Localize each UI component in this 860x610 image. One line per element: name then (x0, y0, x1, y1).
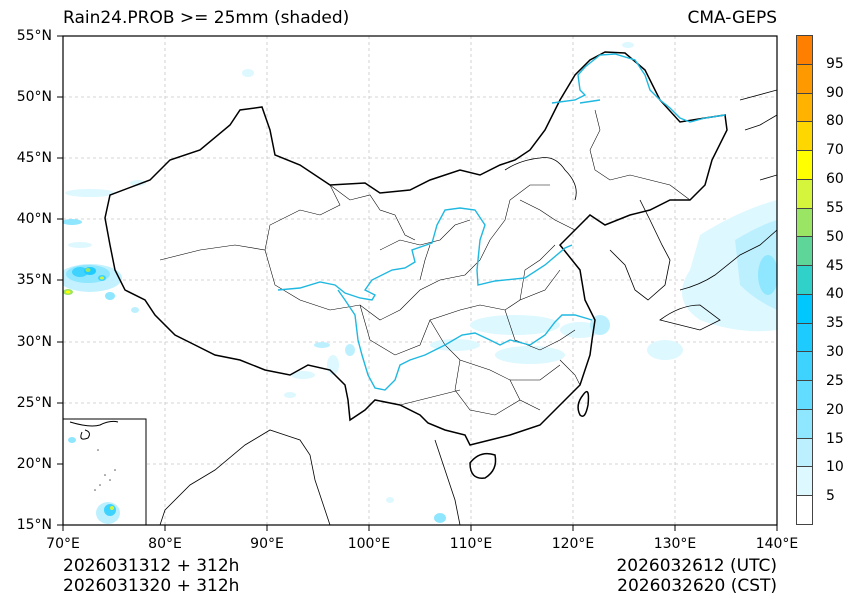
colorbar-bin (797, 36, 812, 65)
valid-time-block: 2026032612 (UTC) 2026032620 (CST) (616, 556, 777, 596)
lon-label-70: 70°E (46, 536, 80, 552)
lon-label-110: 110°E (449, 536, 493, 552)
colorbar-label: 45 (826, 257, 844, 274)
lat-label-20: 20°N (16, 456, 52, 472)
colorbar-bin (797, 64, 812, 94)
colorbar-label: 25 (826, 372, 844, 389)
model-label: CMA-GEPS (687, 8, 777, 28)
lon-label-120: 120°E (551, 536, 595, 552)
colorbar-bin (797, 409, 812, 439)
lat-label-30: 30°N (16, 334, 52, 350)
init-time-block: 2026031312 + 312h 2026031320 + 312h (63, 556, 239, 596)
init-time-cst: 2026031320 + 312h (63, 576, 240, 596)
colorbar-label: 30 (826, 344, 844, 361)
colorbar-label: 35 (826, 315, 844, 332)
colorbar-label: 90 (826, 84, 844, 101)
lon-label-100: 100°E (347, 536, 391, 552)
china-border (104, 51, 728, 479)
precip-probability-shading (63, 42, 777, 523)
south-china-sea-inset (62, 418, 147, 526)
valid-time-utc: 2026032612 (UTC) (616, 556, 777, 576)
colorbar-label: 40 (826, 286, 844, 303)
coastlines (159, 89, 777, 525)
colorbar-bin (797, 381, 812, 410)
colorbar-label: 55 (826, 199, 844, 216)
colorbar (796, 35, 813, 525)
colorbar-label: 15 (826, 430, 844, 447)
lat-label-45: 45°N (16, 150, 52, 166)
lat-label-25: 25°N (16, 395, 52, 411)
lon-label-90: 90°E (250, 536, 284, 552)
colorbar-bin (797, 467, 812, 497)
gridlines (63, 36, 777, 525)
colorbar-bin (797, 294, 812, 324)
rivers (277, 53, 726, 391)
lat-label-35: 35°N (16, 272, 52, 288)
lon-label-130: 130°E (653, 536, 697, 552)
colorbar-bin (797, 438, 812, 468)
yellow-river (277, 207, 573, 301)
colorbar-bin (797, 208, 812, 238)
valid-time-cst: 2026032620 (CST) (617, 576, 777, 596)
lon-label-80: 80°E (148, 536, 182, 552)
colorbar-bin (797, 151, 812, 180)
colorbar-bin (797, 179, 812, 209)
colorbar-label: 20 (826, 401, 844, 418)
colorbar-bin (797, 323, 812, 353)
colorbar-label: 70 (826, 142, 844, 159)
plot-frame (62, 35, 778, 526)
colorbar-bin (797, 237, 812, 267)
colorbar-label: 10 (826, 459, 844, 476)
colorbar-bin (797, 496, 812, 525)
lat-label-50: 50°N (16, 89, 52, 105)
colorbar-label: 60 (826, 171, 844, 188)
colorbar-bin (797, 352, 812, 382)
amur-river (551, 53, 726, 123)
init-time-utc: 2026031312 + 312h (63, 556, 240, 576)
colorbar-bin (797, 266, 812, 295)
colorbar-label: 80 (826, 113, 844, 130)
lat-label-15: 15°N (16, 517, 52, 533)
province-borders (159, 109, 691, 416)
colorbar-bin (797, 122, 812, 152)
colorbar-label: 95 (826, 55, 844, 72)
colorbar-bin (797, 93, 812, 123)
lon-label-140: 140°E (755, 536, 799, 552)
yangtze-river (337, 289, 593, 391)
colorbar-label: 5 (826, 488, 835, 505)
lat-label-55: 55°N (16, 28, 52, 44)
colorbar-label: 50 (826, 228, 844, 245)
lat-label-40: 40°N (16, 211, 52, 227)
chart-title: Rain24.PROB >= 25mm (shaded) (63, 8, 350, 28)
